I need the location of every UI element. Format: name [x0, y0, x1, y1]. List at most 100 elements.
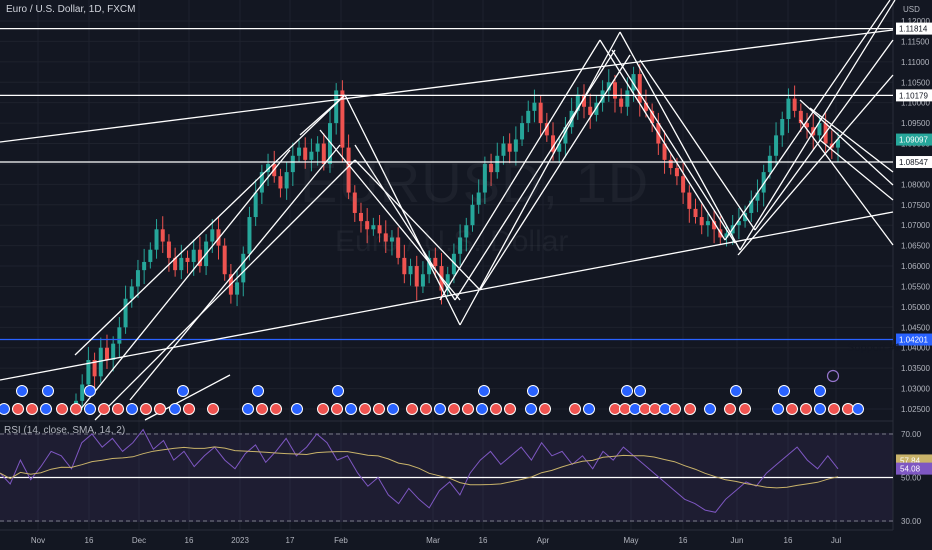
event-marker	[26, 403, 38, 415]
candle-body	[736, 221, 741, 226]
rsi-tick-label: 30.00	[901, 517, 922, 526]
x-tick-label: 16	[85, 536, 94, 545]
support-label: Support #1	[847, 342, 901, 354]
price-tag-text: 1.10179	[899, 91, 928, 100]
event-marker-upper	[252, 385, 264, 397]
event-marker	[317, 403, 329, 415]
candle-body	[582, 94, 586, 107]
candle-body	[216, 229, 221, 246]
y-tick-label: 1.06500	[901, 242, 930, 251]
candle-body	[315, 143, 320, 152]
candle-body	[358, 212, 363, 222]
candle-body	[544, 123, 549, 136]
channel-line	[611, 49, 736, 244]
event-marker	[828, 403, 840, 415]
event-marker	[842, 403, 854, 415]
event-marker	[772, 403, 784, 415]
candle-body	[222, 245, 227, 275]
candle-body	[290, 155, 295, 173]
x-tick-label: Mar	[426, 536, 440, 545]
candle-body	[365, 221, 370, 230]
candle-body	[377, 225, 382, 234]
event-marker	[669, 403, 681, 415]
rsi-tag-box	[896, 462, 932, 475]
candle-body	[668, 159, 673, 169]
channel-line	[94, 159, 356, 421]
candle-body	[129, 286, 134, 299]
candle-body	[563, 127, 568, 144]
event-marker	[490, 403, 502, 415]
candle-body	[303, 147, 308, 160]
y-tick-label: 1.02500	[901, 405, 930, 414]
candle-body	[687, 192, 692, 209]
event-marker-upper	[16, 385, 28, 397]
price-tag-text: 1.09097	[899, 136, 928, 145]
event-marker	[684, 403, 696, 415]
x-tick-label: 2023	[231, 536, 249, 545]
candle-body	[402, 257, 407, 275]
candle-body	[482, 163, 487, 193]
candle-body	[328, 123, 332, 164]
candle-body	[197, 249, 202, 267]
events-layer	[0, 369, 864, 415]
candle-body	[352, 192, 357, 213]
candle-body	[98, 347, 103, 377]
candle-body	[557, 143, 562, 152]
event-marker	[98, 403, 110, 415]
y-tick-label: 1.08000	[901, 180, 930, 189]
candle-body	[513, 139, 518, 152]
price-tag-box	[896, 156, 932, 169]
channel-bottom-line	[0, 211, 894, 381]
candle-body	[80, 384, 85, 401]
channel-line	[459, 31, 621, 326]
candle-body	[600, 90, 605, 103]
candle-body	[123, 298, 128, 328]
candle-body	[693, 208, 698, 218]
x-tick-label: Jul	[831, 536, 841, 545]
price-tag: 1.08547	[896, 156, 932, 169]
candle-body	[699, 217, 704, 226]
candle-body	[185, 257, 190, 262]
candle-body	[92, 359, 97, 377]
x-tick-label: Apr	[537, 536, 550, 545]
y-tick-label: 1.05000	[901, 303, 930, 312]
event-marker	[207, 403, 219, 415]
x-tick-label: 16	[679, 536, 688, 545]
currency-label: USD	[903, 5, 920, 14]
price-tag-box	[896, 333, 932, 346]
y-tick-label: 1.03000	[901, 385, 930, 394]
price-tag-text: 1.08547	[899, 158, 928, 167]
candle-body	[495, 155, 500, 173]
rsi-tick-label: 70.00	[901, 430, 922, 439]
candle-body	[755, 192, 760, 201]
candle-body	[334, 90, 339, 124]
candle-body	[104, 347, 109, 360]
event-marker	[434, 403, 446, 415]
candle-body	[160, 229, 165, 242]
candle-body	[86, 359, 91, 385]
candle-body	[210, 229, 215, 242]
event-marker-upper	[332, 385, 344, 397]
event-marker	[183, 403, 195, 415]
channel-top-line	[0, 29, 894, 143]
candle-body	[297, 147, 302, 156]
candle-body	[538, 102, 543, 124]
y-tick-label: 1.10000	[901, 99, 930, 108]
candle-body	[774, 135, 779, 156]
candle-body	[551, 135, 556, 152]
event-marker	[448, 403, 460, 415]
y-tick-label: 1.11000	[901, 58, 930, 67]
rsi-tag-text: 54.08	[900, 465, 921, 474]
event-marker	[569, 403, 581, 415]
channel-line	[639, 59, 756, 231]
event-marker	[609, 403, 621, 415]
price-tag-box	[896, 22, 932, 35]
channel-line	[619, 31, 741, 251]
candle-body	[520, 123, 525, 140]
candle-body	[470, 204, 475, 226]
y-tick-label: 1.06000	[901, 262, 930, 271]
candle-body	[396, 237, 401, 258]
event-marker	[406, 403, 418, 415]
candle-body	[340, 90, 345, 148]
candle-body	[588, 106, 593, 115]
